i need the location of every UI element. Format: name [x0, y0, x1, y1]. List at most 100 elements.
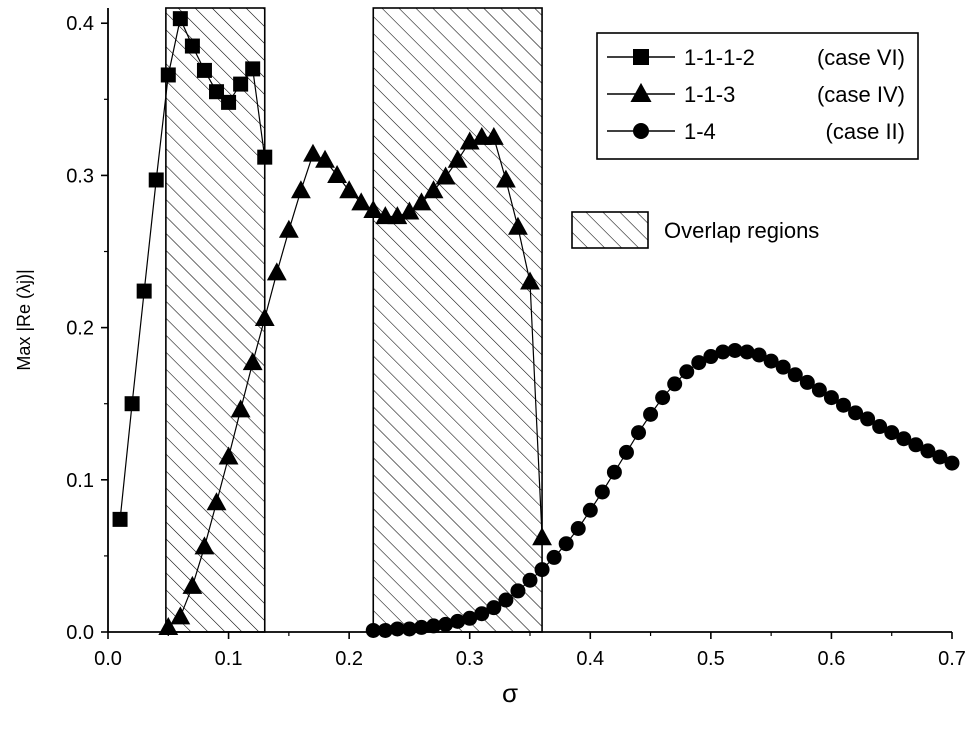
series-3-point-1 — [365, 622, 381, 638]
series-2-point-25 — [447, 149, 468, 168]
overlap-key-label: Overlap regions — [664, 218, 819, 243]
y-tick-label: 0.1 — [66, 470, 94, 492]
series-3-point-19 — [582, 502, 598, 518]
series-2-point-8 — [242, 352, 263, 371]
overlap-region-2 — [372, 7, 543, 633]
series-3-point-36 — [787, 367, 803, 383]
series-2-point-9 — [254, 308, 275, 327]
series-3-point-26 — [667, 376, 683, 392]
series-3-point-29 — [703, 349, 719, 365]
series-3-point-49 — [944, 455, 960, 471]
series-3-point-15 — [534, 562, 550, 578]
series-3-point-47 — [920, 443, 936, 459]
series-3-point-18 — [570, 521, 586, 537]
series-3-point-25 — [655, 390, 671, 406]
y-tick-label: 0.2 — [66, 318, 94, 340]
series-3-point-32 — [739, 344, 755, 360]
series-2-point-2 — [170, 606, 191, 625]
series-2-point-31 — [520, 271, 540, 290]
legend-label: 1-1-1-2 — [684, 45, 755, 70]
x-tick-label: 0.2 — [335, 648, 363, 670]
series-3-point-22 — [618, 444, 634, 460]
series-3-point-10 — [474, 606, 490, 622]
series-1-point-6 — [172, 11, 188, 27]
series-2-point-3 — [182, 575, 203, 594]
series-3-point-44 — [884, 425, 900, 441]
series-2-point-18 — [363, 200, 384, 218]
series-1-point-5 — [160, 67, 176, 83]
series-2-point-21 — [399, 201, 420, 220]
series-2-point-29 — [495, 169, 516, 188]
series-2-point-1 — [158, 617, 179, 635]
series-1-point-13 — [257, 149, 273, 165]
series-2-point-13 — [303, 143, 323, 162]
legend-label-case: (case VI) — [817, 45, 905, 70]
series-1-point-9 — [209, 84, 225, 100]
series-2-point-7 — [230, 399, 251, 418]
y-axis-title: Max |Re (λj)| — [14, 269, 34, 370]
series-2-point-30 — [508, 216, 528, 235]
series-3-point-20 — [594, 484, 610, 500]
series-3-point-7 — [438, 616, 454, 632]
series-3-point-6 — [426, 618, 442, 634]
legend-label: 1-1-3 — [684, 82, 735, 107]
series-3-point-27 — [679, 364, 695, 380]
series-2-point-22 — [411, 192, 432, 211]
series-3-point-17 — [558, 536, 574, 552]
series-3-point-31 — [727, 342, 743, 358]
series-3-point-37 — [799, 374, 815, 390]
series-1-point-4 — [148, 172, 164, 188]
legend-label: 1-4 — [684, 119, 716, 144]
series-3-point-38 — [811, 382, 827, 398]
series-3-point-39 — [823, 390, 839, 406]
series-1-point-12 — [245, 61, 261, 77]
series-2-point-16 — [339, 180, 360, 199]
series-1-point-10 — [221, 94, 237, 110]
series-3-point-12 — [498, 592, 514, 608]
overlap-region-1 — [165, 7, 266, 633]
x-tick-label: 0.5 — [697, 648, 725, 670]
legend-label-case: (case II) — [826, 119, 905, 144]
series-2-point-15 — [327, 164, 348, 183]
series-3-point-34 — [763, 353, 779, 369]
series-3-point-23 — [631, 425, 647, 441]
overlap-key-swatch — [571, 211, 649, 249]
series-3-point-13 — [510, 583, 526, 599]
series-3-point-33 — [751, 347, 767, 363]
series-2-point-17 — [351, 192, 372, 211]
series-1-point-7 — [184, 38, 200, 54]
legend-label-case: (case IV) — [817, 82, 905, 107]
series-1-point-8 — [196, 62, 212, 78]
series-3-point-24 — [643, 406, 659, 422]
x-tick-label: 0.1 — [215, 648, 243, 670]
legend-marker-1 — [633, 49, 649, 65]
series-3-point-45 — [896, 431, 912, 447]
series-1-point-3 — [136, 283, 152, 299]
series-3-point-30 — [715, 344, 731, 360]
series-2-point-6 — [218, 446, 239, 465]
series-2-point-32 — [532, 527, 552, 546]
series-3-point-2 — [377, 622, 393, 638]
legend-box — [596, 32, 919, 160]
y-tick-label: 0.3 — [66, 165, 94, 187]
x-tick-label: 0.0 — [94, 648, 122, 670]
x-tick-label: 0.3 — [456, 648, 484, 670]
series-2-point-10 — [266, 262, 287, 281]
series-3-point-48 — [932, 449, 948, 465]
series-3-point-43 — [872, 419, 888, 435]
series-2-point-28 — [483, 126, 504, 145]
series-3-point-8 — [450, 613, 466, 629]
series-2-point-12 — [290, 180, 311, 199]
series-1-point-11 — [233, 76, 249, 92]
x-tick-label: 0.4 — [576, 648, 604, 670]
series-3-point-46 — [908, 437, 924, 453]
series-1-point-2 — [124, 396, 140, 412]
series-1-point-1 — [112, 511, 128, 527]
series-2-point-5 — [206, 492, 227, 511]
series-2-point-20 — [387, 206, 408, 225]
series-2-point-24 — [435, 166, 456, 185]
series-2-point-14 — [315, 149, 335, 168]
series-3-point-9 — [462, 610, 478, 626]
series-3-point-21 — [606, 464, 622, 480]
